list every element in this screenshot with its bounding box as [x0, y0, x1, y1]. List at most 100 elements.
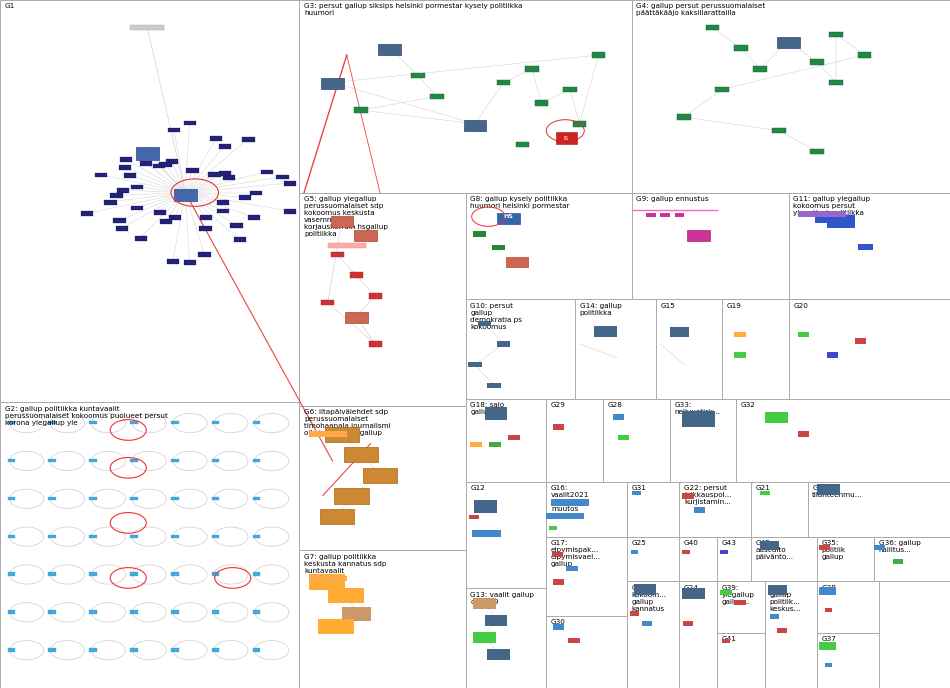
- Bar: [765, 581, 817, 688]
- Bar: [378, 44, 401, 55]
- Bar: [670, 399, 736, 482]
- Bar: [750, 537, 817, 581]
- Text: G23:
kokoom...
gallup
kannatus: G23: kokoom... gallup kannatus: [632, 585, 667, 612]
- Bar: [212, 610, 219, 614]
- Bar: [815, 217, 830, 223]
- Bar: [546, 513, 584, 519]
- Bar: [473, 598, 496, 609]
- Bar: [618, 435, 629, 440]
- Bar: [553, 424, 564, 430]
- Bar: [160, 219, 172, 224]
- Bar: [309, 431, 347, 437]
- Text: G1: G1: [5, 3, 15, 10]
- Bar: [299, 550, 466, 688]
- Text: G42:
ausculto
päivänto...: G42: ausculto päivänto...: [755, 540, 793, 560]
- Bar: [798, 332, 809, 337]
- Bar: [808, 482, 950, 537]
- Bar: [464, 120, 486, 131]
- Bar: [734, 600, 746, 605]
- Text: G33:
nelivuotisk...: G33: nelivuotisk...: [674, 402, 720, 416]
- Bar: [89, 572, 97, 576]
- Bar: [331, 216, 353, 227]
- Bar: [466, 399, 546, 482]
- Bar: [489, 442, 501, 447]
- Bar: [160, 162, 172, 166]
- Bar: [568, 638, 580, 643]
- Bar: [212, 497, 219, 500]
- Text: G12: G12: [470, 485, 485, 491]
- Bar: [8, 648, 15, 652]
- Bar: [715, 87, 729, 92]
- Bar: [130, 572, 138, 576]
- Bar: [171, 459, 179, 462]
- Bar: [687, 230, 710, 241]
- Bar: [682, 588, 705, 599]
- Bar: [682, 493, 694, 499]
- Bar: [8, 459, 15, 462]
- Bar: [720, 550, 728, 554]
- Bar: [632, 193, 788, 299]
- Text: G28: G28: [608, 402, 623, 409]
- Bar: [817, 537, 874, 581]
- Bar: [603, 399, 670, 482]
- Bar: [506, 257, 529, 268]
- Bar: [130, 535, 138, 538]
- Text: G15: G15: [660, 303, 675, 309]
- Bar: [768, 585, 787, 595]
- Bar: [497, 341, 510, 347]
- Bar: [656, 299, 722, 399]
- Bar: [309, 574, 345, 590]
- Bar: [117, 188, 129, 193]
- Bar: [772, 128, 786, 133]
- Bar: [171, 610, 179, 614]
- Bar: [8, 535, 15, 538]
- Text: IS: IS: [563, 136, 569, 142]
- Bar: [674, 213, 684, 217]
- Text: G7: gallup politiikka
keskusta kannatus sdp
kuntavaalit: G7: gallup politiikka keskusta kannatus …: [304, 554, 387, 574]
- Bar: [575, 299, 656, 399]
- Bar: [218, 144, 231, 149]
- Bar: [497, 213, 520, 224]
- Bar: [369, 341, 382, 347]
- Bar: [183, 120, 196, 125]
- Bar: [210, 136, 222, 141]
- Bar: [563, 87, 577, 92]
- Bar: [736, 399, 950, 482]
- Bar: [130, 421, 138, 424]
- Bar: [199, 252, 211, 257]
- Text: G14: gallup
politiikka: G14: gallup politiikka: [580, 303, 621, 316]
- Bar: [546, 399, 603, 482]
- Bar: [208, 172, 220, 177]
- Bar: [48, 421, 56, 424]
- Bar: [566, 566, 578, 571]
- Bar: [720, 590, 732, 595]
- Bar: [826, 352, 838, 358]
- Bar: [171, 421, 179, 424]
- Text: G18: salo
gallup: G18: salo gallup: [470, 402, 504, 416]
- Bar: [328, 243, 366, 248]
- Bar: [613, 414, 624, 420]
- Bar: [466, 588, 546, 688]
- Bar: [634, 584, 656, 595]
- Bar: [858, 52, 871, 58]
- Bar: [551, 499, 589, 506]
- Bar: [130, 25, 164, 30]
- Text: G40: G40: [684, 540, 699, 546]
- Bar: [553, 579, 564, 585]
- Bar: [8, 421, 15, 424]
- Bar: [694, 507, 705, 513]
- Bar: [893, 559, 902, 564]
- Bar: [788, 193, 950, 299]
- Bar: [819, 587, 836, 595]
- Bar: [632, 491, 641, 495]
- Text: G4: gallup persut perussuomalaiset
päättäkääjo kaksillarattailla: G4: gallup persut perussuomalaiset päätt…: [636, 3, 766, 17]
- Bar: [135, 236, 147, 241]
- Bar: [48, 572, 56, 576]
- Bar: [48, 497, 56, 500]
- Bar: [573, 121, 586, 127]
- Bar: [369, 293, 382, 299]
- Text: G21: G21: [755, 485, 770, 491]
- Bar: [631, 550, 638, 554]
- Bar: [765, 412, 788, 423]
- Bar: [363, 468, 397, 483]
